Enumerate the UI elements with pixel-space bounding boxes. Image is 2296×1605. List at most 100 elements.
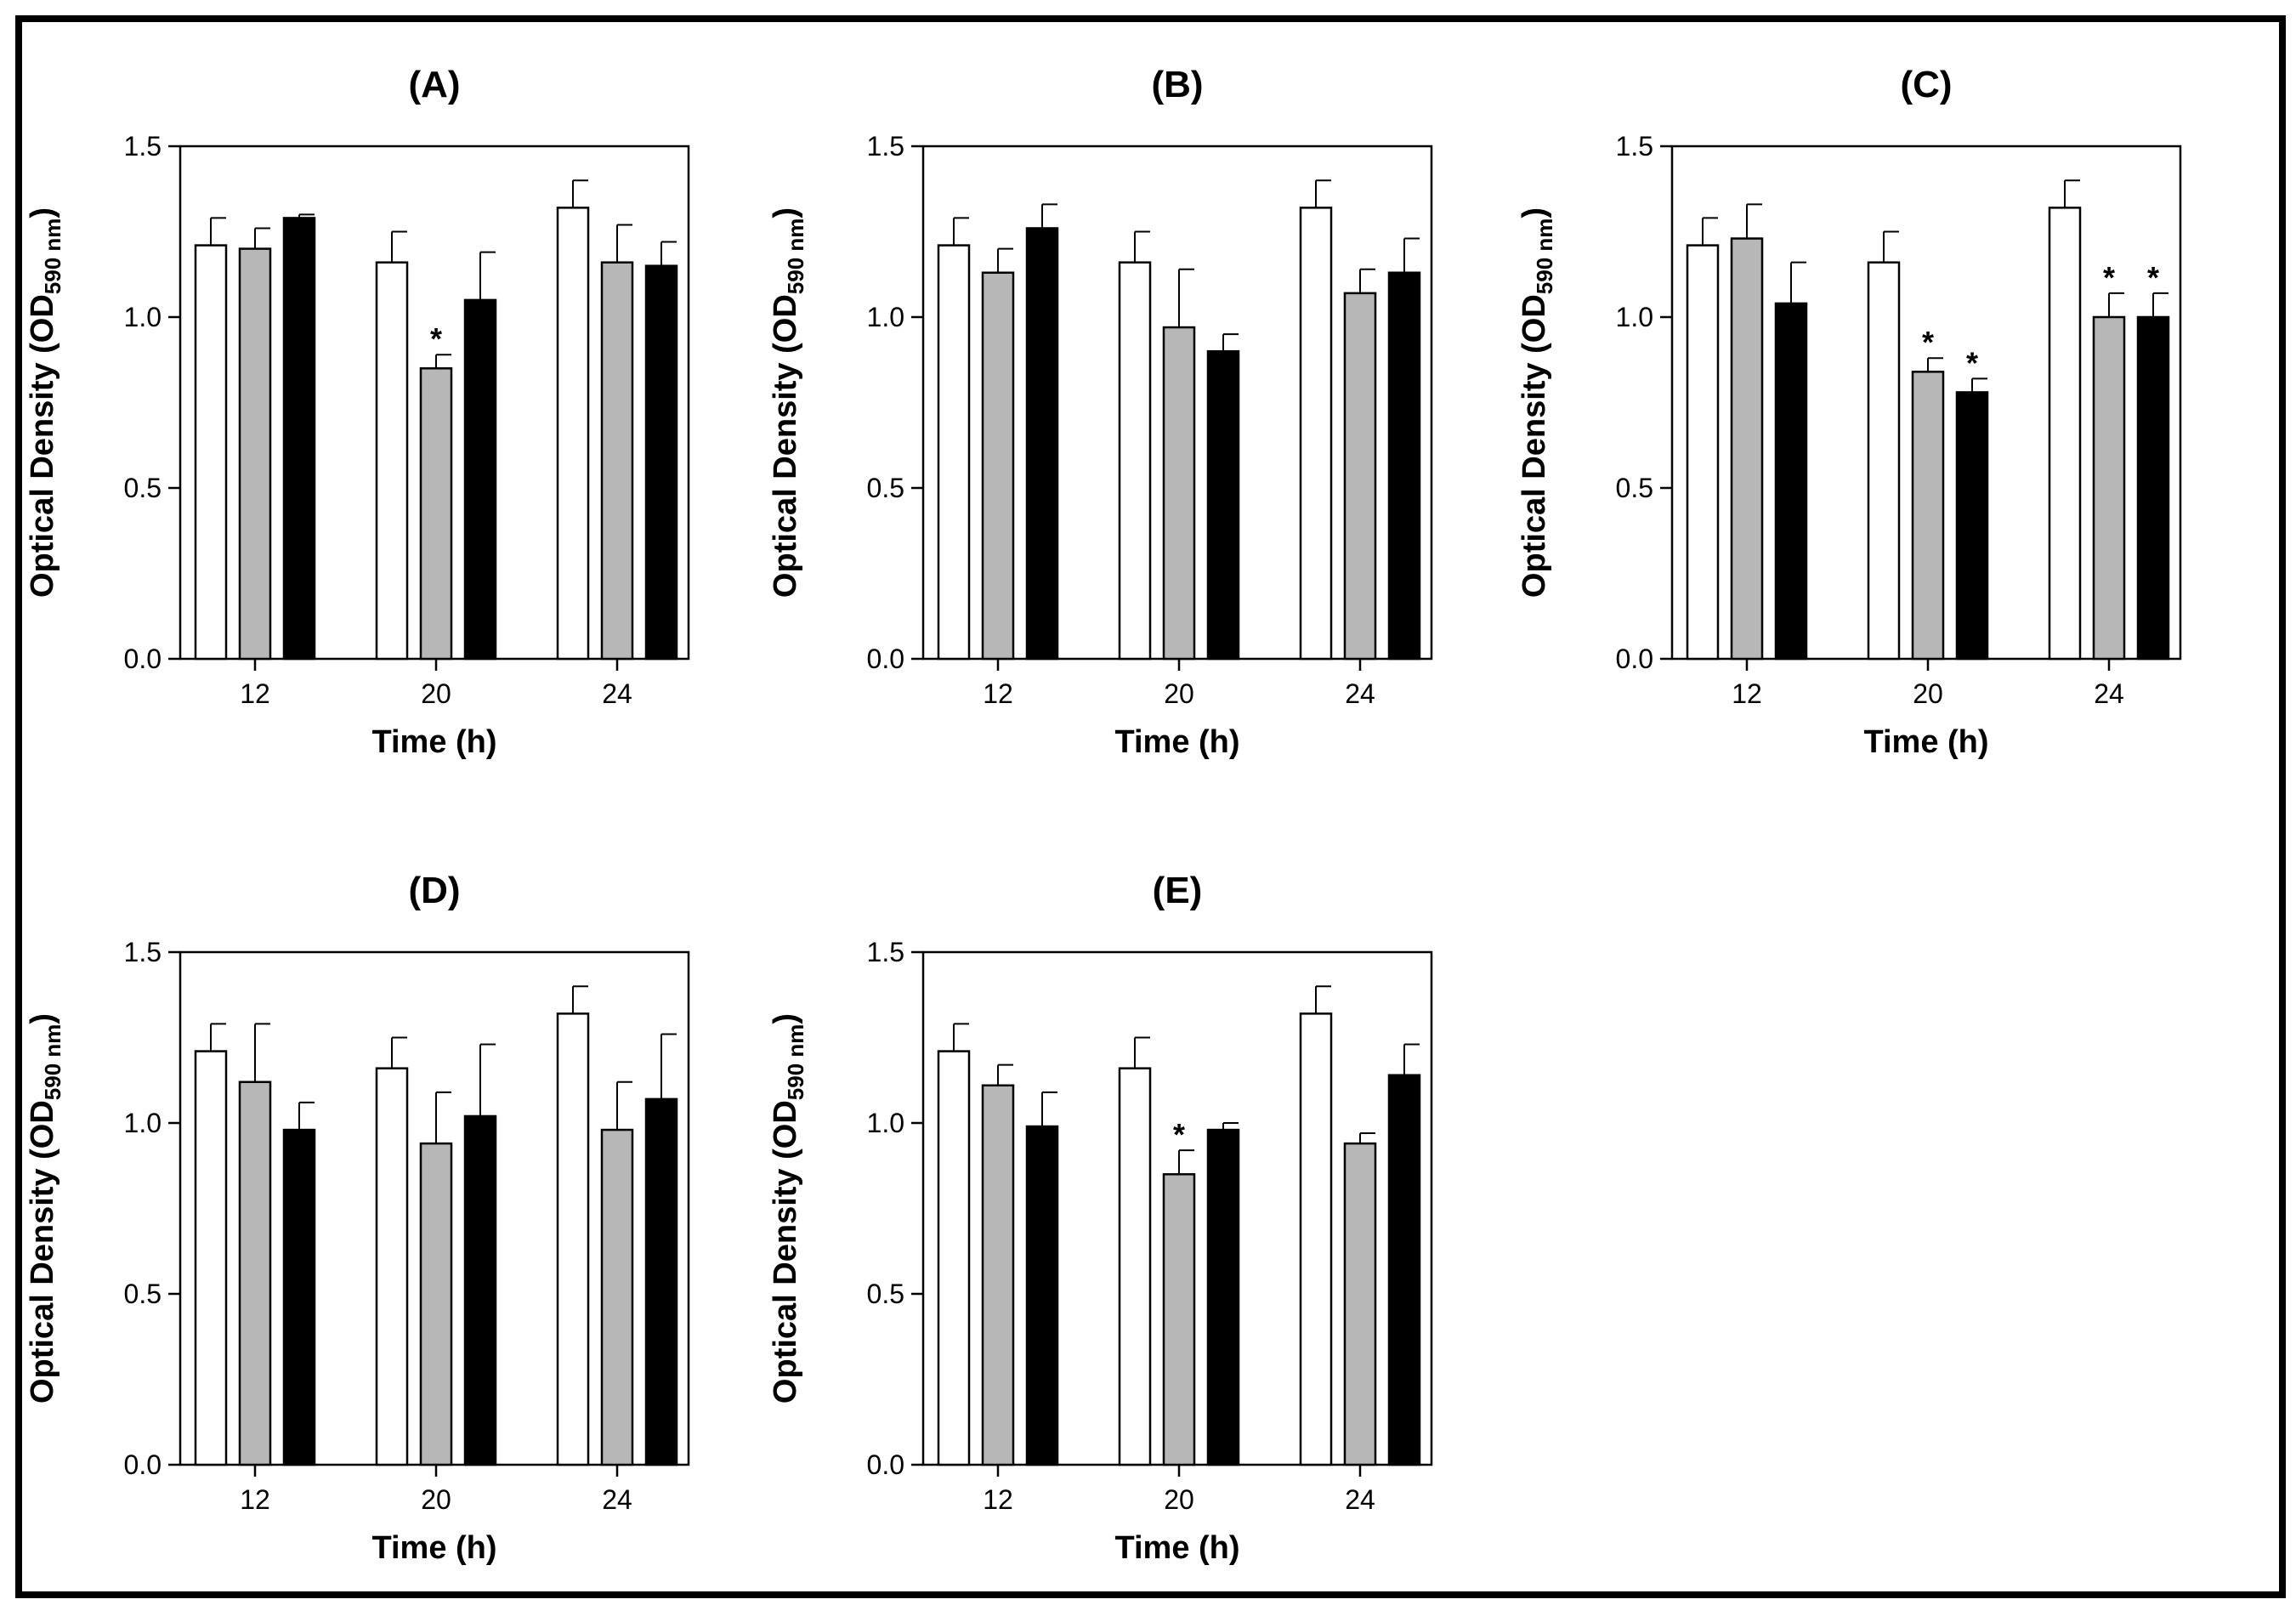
- panel-title: (B): [1151, 64, 1203, 105]
- bar-white: [194, 1050, 228, 1466]
- y-tick-label: 0.5: [1616, 473, 1653, 503]
- bar-white: [1118, 1067, 1152, 1466]
- significance-marker: *: [1173, 1117, 1185, 1152]
- y-axis-label: Optical Density (OD590 nm): [1516, 207, 1557, 598]
- x-tick-label: 20: [1164, 1484, 1194, 1515]
- bar-white: [1118, 261, 1152, 661]
- x-tick-label: 12: [1732, 678, 1762, 709]
- bar-white: [1299, 1012, 1333, 1466]
- bar-white: [1686, 244, 1720, 661]
- x-tick-label: 12: [240, 678, 270, 709]
- bar-white: [937, 244, 971, 661]
- x-tick-label: 12: [983, 1484, 1013, 1515]
- y-axis-label-main: Optical Density (OD: [768, 1100, 803, 1404]
- bar-white: [1299, 207, 1333, 661]
- bar-grey: [600, 261, 634, 661]
- y-axis-label-close: ): [25, 1013, 60, 1024]
- y-axis-label-main: Optical Density (OD: [25, 294, 60, 598]
- bar-grey: [2092, 315, 2126, 661]
- y-tick-label: 1.0: [867, 1108, 904, 1138]
- bar-black: [463, 1114, 497, 1466]
- x-tick-label: 20: [421, 1484, 451, 1515]
- bar-grey: [1162, 326, 1196, 661]
- y-tick-label: 0.0: [867, 1449, 904, 1480]
- x-axis-label: Time (h): [371, 724, 496, 760]
- panel-b: (B) 0.0 0.5 1.0 1.5 Optical Density (OD590 nm…: [768, 64, 1433, 760]
- bar-grey: [600, 1128, 634, 1466]
- y-tick-label: 0.5: [124, 473, 162, 503]
- bar-white: [194, 244, 228, 661]
- y-tick-label: 1.5: [124, 937, 162, 967]
- y-axis-label: Optical Density (OD590 nm): [25, 1013, 65, 1404]
- x-axis-label: Time (h): [1114, 1530, 1239, 1566]
- x-axis-label: Time (h): [1863, 724, 1988, 760]
- panel-title: (A): [408, 64, 460, 105]
- bar-grey: [419, 367, 453, 661]
- bar-black: [282, 1128, 316, 1466]
- y-axis-label-main: Optical Density (OD: [768, 294, 803, 598]
- bar-grey: [981, 271, 1015, 661]
- y-axis-label-subscript: 590 nm: [783, 1024, 808, 1101]
- panel-title: (C): [1900, 64, 1952, 105]
- x-tick-label: 24: [1345, 1484, 1375, 1515]
- y-axis-label-subscript: 590 nm: [40, 218, 65, 295]
- bar-grey: [238, 1080, 272, 1466]
- bar-white: [556, 207, 590, 661]
- bar-grey: [238, 247, 272, 661]
- y-tick-label: 0.0: [124, 1449, 162, 1480]
- bar-white: [1867, 261, 1901, 661]
- significance-marker: *: [430, 321, 442, 356]
- panel-a: (A) 0.0 0.5 1.0 1.5 Optical Density (OD590 nm…: [25, 64, 690, 760]
- panel-c: (C) 0.0 0.5 1.0 1.5 Optical Density (OD590 nm…: [1516, 64, 2182, 760]
- bar-black: [463, 298, 497, 661]
- x-axis-label: Time (h): [371, 1530, 496, 1566]
- y-axis-label-close: ): [768, 207, 803, 218]
- y-axis-label-main: Optical Density (OD: [1516, 294, 1552, 598]
- bar-white: [937, 1050, 971, 1466]
- x-tick-label: 24: [1345, 678, 1375, 709]
- x-axis-label: Time (h): [1114, 724, 1239, 760]
- y-tick-label: 1.5: [867, 131, 904, 162]
- bar-grey: [981, 1084, 1015, 1466]
- bar-black: [282, 217, 316, 661]
- y-axis-label: Optical Density (OD590 nm): [768, 207, 808, 598]
- y-tick-label: 1.5: [124, 131, 162, 162]
- x-tick-label: 12: [240, 1484, 270, 1515]
- bar-grey: [1162, 1173, 1196, 1466]
- y-tick-label: 1.0: [1616, 302, 1653, 332]
- y-axis-label-subscript: 590 nm: [1532, 218, 1557, 295]
- bar-black: [1955, 391, 1989, 661]
- y-tick-label: 1.0: [124, 1108, 162, 1138]
- bar-black: [1025, 227, 1059, 661]
- bar-grey: [1343, 292, 1377, 661]
- bar-white: [375, 261, 409, 661]
- bar-black: [1206, 1128, 1240, 1466]
- significance-marker: *: [1922, 325, 1934, 360]
- y-axis-label-main: Optical Density (OD: [25, 1100, 60, 1404]
- bar-black: [644, 1097, 678, 1466]
- y-tick-label: 1.0: [124, 302, 162, 332]
- y-tick-label: 0.0: [124, 644, 162, 674]
- panel-title: (E): [1153, 870, 1203, 911]
- x-tick-label: 12: [983, 678, 1013, 709]
- y-axis-label: Optical Density (OD590 nm): [768, 1013, 808, 1404]
- x-tick-label: 24: [602, 678, 632, 709]
- x-tick-label: 20: [421, 678, 451, 709]
- bar-grey: [1730, 237, 1764, 661]
- bar-grey: [419, 1142, 453, 1466]
- y-tick-label: 1.5: [867, 937, 904, 967]
- x-tick-label: 24: [602, 1484, 632, 1515]
- y-tick-label: 0.0: [867, 644, 904, 674]
- bar-grey: [1911, 371, 1945, 661]
- y-tick-label: 0.0: [1616, 644, 1653, 674]
- y-tick-label: 0.5: [124, 1279, 162, 1309]
- bar-white: [556, 1012, 590, 1466]
- x-tick-label: 24: [2094, 678, 2124, 709]
- bar-black: [1387, 1074, 1421, 1466]
- bar-grey: [1343, 1142, 1377, 1466]
- significance-marker: *: [2103, 260, 2115, 295]
- bar-white: [2048, 207, 2082, 661]
- y-tick-label: 1.5: [1616, 131, 1653, 162]
- y-axis-label-close: ): [1516, 207, 1552, 218]
